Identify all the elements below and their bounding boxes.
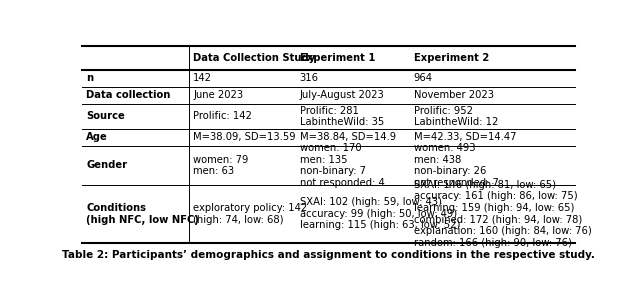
Text: Conditions
(high NFC, low NFC): Conditions (high NFC, low NFC) (86, 203, 199, 225)
Text: women: 170
men: 135
non-binary: 7
not responded: 4: women: 170 men: 135 non-binary: 7 not re… (300, 143, 385, 188)
Text: M=38.09, SD=13.59: M=38.09, SD=13.59 (193, 132, 296, 142)
Text: M=38.84, SD=14.9: M=38.84, SD=14.9 (300, 132, 396, 142)
Text: Prolific: 281
LabintheWild: 35: Prolific: 281 LabintheWild: 35 (300, 106, 384, 127)
Text: July-August 2023: July-August 2023 (300, 91, 385, 100)
Text: June 2023: June 2023 (193, 91, 243, 100)
Text: Table 2: Participants’ demographics and assignment to conditions in the respecti: Table 2: Participants’ demographics and … (61, 250, 595, 260)
Text: Prolific: 142: Prolific: 142 (193, 111, 252, 121)
Text: exploratory policy: 142
(high: 74, low: 68): exploratory policy: 142 (high: 74, low: … (193, 203, 307, 225)
Text: Gender: Gender (86, 160, 127, 170)
Text: M=42.33, SD=14.47: M=42.33, SD=14.47 (414, 132, 516, 142)
Text: Experiment 1: Experiment 1 (300, 53, 375, 63)
Text: Experiment 2: Experiment 2 (414, 53, 489, 63)
Text: 964: 964 (414, 73, 433, 84)
Text: Prolific: 952
LabintheWild: 12: Prolific: 952 LabintheWild: 12 (414, 106, 498, 127)
Text: 316: 316 (300, 73, 319, 84)
Text: November 2023: November 2023 (414, 91, 494, 100)
Text: Age: Age (86, 132, 108, 142)
Text: Source: Source (86, 111, 125, 121)
Text: SXAI: 102 (high: 59, low: 43)
accuracy: 99 (high: 50, low: 49)
learning: 115 (hi: SXAI: 102 (high: 59, low: 43) accuracy: … (300, 197, 460, 230)
Text: SXAI: 146 (high: 81, low: 65)
accuracy: 161 (high: 86, low: 75)
learning: 159 (h: SXAI: 146 (high: 81, low: 65) accuracy: … (414, 180, 591, 248)
Text: women: 493
men: 438
non-binary: 26
not responded: 7: women: 493 men: 438 non-binary: 26 not r… (414, 143, 499, 188)
Text: Data Collection Study: Data Collection Study (193, 53, 316, 63)
Text: women: 79
men: 63: women: 79 men: 63 (193, 154, 248, 176)
Text: n: n (86, 73, 93, 84)
Text: Data collection: Data collection (86, 91, 171, 100)
Text: 142: 142 (193, 73, 212, 84)
